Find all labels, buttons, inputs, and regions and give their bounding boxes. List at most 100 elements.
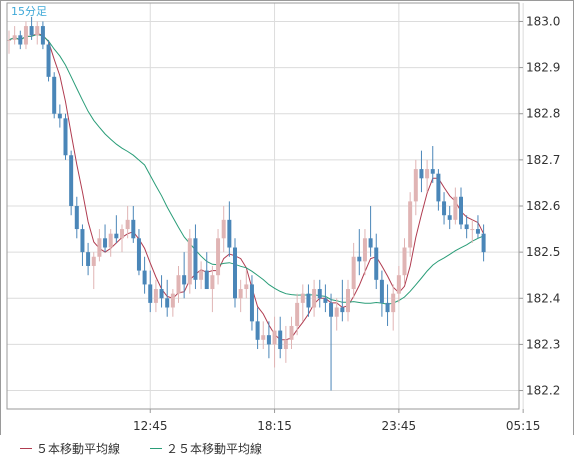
candle-body (278, 330, 283, 350)
candle (108, 229, 113, 257)
candle-body (329, 302, 334, 317)
legend: ５本移動平均線 ２５本移動平均線 (0, 435, 574, 462)
candle (18, 30, 23, 50)
candle-body (18, 35, 23, 45)
candle-body (7, 39, 11, 41)
candle-body (402, 247, 407, 276)
candle (52, 72, 57, 119)
candle (91, 252, 96, 290)
candle-body (464, 224, 469, 230)
candle (470, 219, 475, 243)
x-tick-label: 05:15 (506, 419, 541, 433)
candle-body (295, 302, 300, 326)
candle (391, 284, 396, 331)
candle-body (475, 229, 480, 234)
candle (176, 265, 181, 303)
candle-body (63, 118, 68, 156)
candle (413, 159, 418, 216)
candle-body (436, 173, 441, 202)
candle-body (35, 26, 40, 36)
candle-body (176, 275, 181, 294)
candle-body (413, 169, 418, 202)
candle (447, 206, 452, 230)
candle (193, 224, 198, 290)
candle-body (340, 307, 345, 313)
candle (295, 293, 300, 336)
candle (159, 275, 164, 308)
candle-body (91, 256, 96, 266)
y-tick-label: 182.2 (526, 384, 560, 398)
candle-body (261, 335, 266, 340)
candle-body (114, 233, 119, 239)
y-tick-label: 182.9 (526, 61, 560, 75)
candle (35, 21, 40, 45)
candle-body (204, 270, 209, 290)
candle (199, 261, 204, 290)
candle-body (193, 238, 198, 280)
legend-swatch-ma5 (20, 448, 32, 449)
candle (453, 187, 458, 225)
candle-body (459, 196, 463, 225)
candle-body (23, 26, 28, 45)
candle-body (125, 219, 130, 230)
candle (204, 252, 209, 290)
candle (148, 270, 153, 313)
candle (136, 229, 141, 276)
candle (120, 224, 124, 253)
candle (396, 265, 401, 303)
candle (182, 252, 187, 299)
x-tick-label: 12:45 (133, 419, 168, 433)
candle-body (80, 229, 85, 253)
candle (283, 325, 288, 363)
candle (402, 238, 407, 285)
candle-body (233, 247, 237, 299)
candle-body (374, 247, 379, 280)
candle (57, 104, 62, 128)
candles (7, 16, 486, 391)
candle-body (379, 279, 384, 303)
candle (475, 215, 480, 239)
candle-body (153, 289, 158, 303)
candle-body (182, 275, 187, 285)
candle-body (362, 238, 367, 262)
candle-body (334, 307, 339, 317)
candle-body (266, 335, 271, 345)
candle (379, 270, 384, 317)
candle (12, 26, 17, 45)
candle-body (86, 252, 91, 266)
candle-body (187, 238, 192, 285)
candle (131, 206, 136, 243)
candle-body (148, 284, 153, 303)
candle-body (142, 270, 147, 285)
candle-body (391, 293, 396, 313)
candle (261, 321, 266, 350)
y-tick-label: 182.7 (526, 153, 560, 167)
candle (255, 307, 260, 350)
candle-body (249, 284, 254, 322)
candle (238, 279, 243, 313)
candle (23, 21, 28, 50)
candle-body (346, 289, 350, 313)
x-tick-label: 18:15 (257, 419, 292, 433)
candle-body (227, 219, 232, 248)
candle (312, 279, 317, 317)
candle (374, 233, 379, 290)
candle-body (357, 256, 362, 262)
candle-body (396, 275, 401, 294)
candle (29, 16, 34, 40)
candle-body (131, 219, 136, 239)
candle-body (12, 35, 17, 40)
candle (153, 279, 158, 313)
candle (86, 242, 91, 276)
candle (125, 206, 130, 239)
candle-body (136, 238, 141, 271)
candle-body (453, 196, 458, 220)
candle (419, 150, 424, 193)
candle-body (238, 289, 243, 299)
legend-label-ma5: ５本移動平均線 (36, 442, 121, 456)
candle-body (317, 289, 322, 299)
candle-body (165, 298, 170, 308)
candle (459, 187, 463, 230)
